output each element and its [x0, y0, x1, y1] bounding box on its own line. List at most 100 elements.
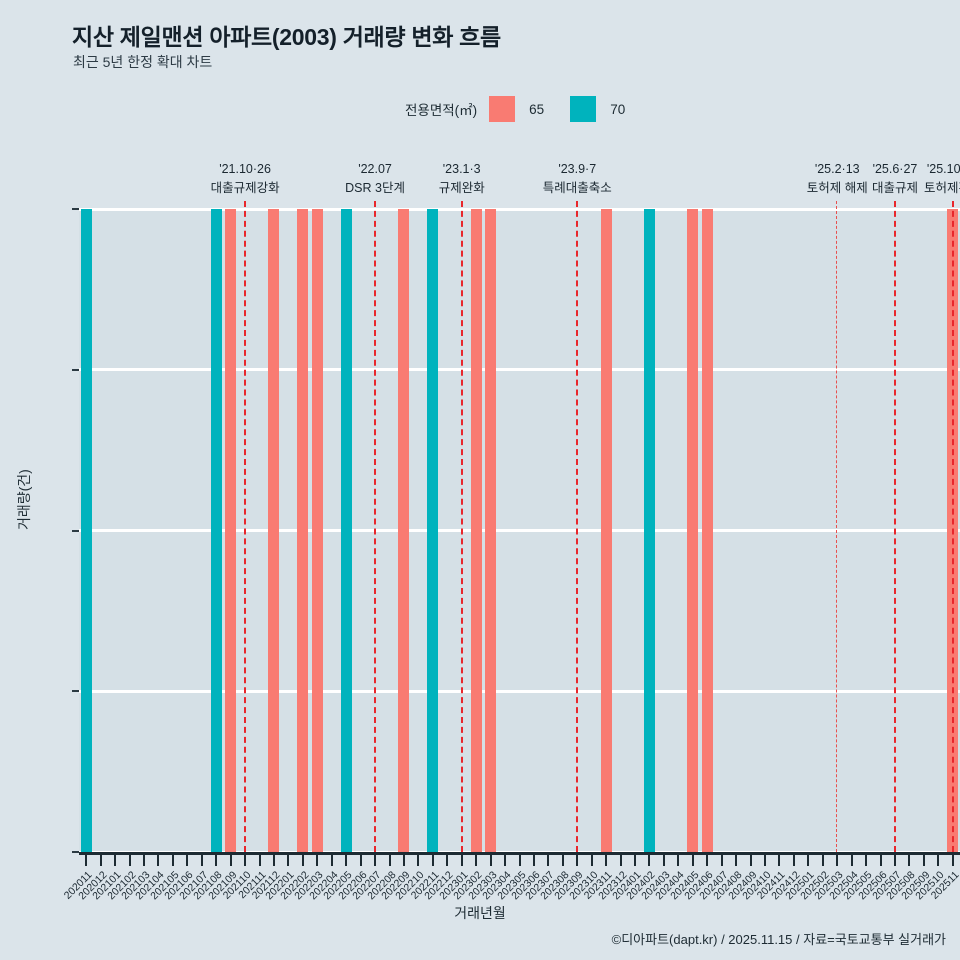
- x-axis-tick-mark: [879, 855, 882, 866]
- x-axis-tick-mark: [142, 855, 145, 866]
- event-date: '25.2·13: [814, 162, 860, 176]
- x-axis-tick-mark: [850, 855, 853, 866]
- x-axis-tick-mark: [605, 855, 608, 866]
- bar-65-202112[interactable]: [268, 209, 280, 852]
- x-axis-tick-mark: [157, 855, 160, 866]
- x-axis-tick-mark: [908, 855, 911, 866]
- bar-70-202211[interactable]: [427, 209, 439, 852]
- x-axis-tick-mark: [99, 855, 102, 866]
- event-line-6: [951, 201, 954, 852]
- x-axis-tick-mark: [634, 855, 637, 866]
- event-date: '22.07: [358, 162, 392, 176]
- x-axis-line: [79, 852, 960, 855]
- x-axis-tick-mark: [359, 855, 362, 866]
- event-text: 토허제확대: [924, 181, 960, 196]
- x-axis-tick-mark: [504, 855, 507, 866]
- y-axis-tick-mark: [72, 690, 79, 693]
- x-axis-tick-mark: [792, 855, 795, 866]
- x-axis-tick-mark: [330, 855, 333, 866]
- bar-65-202109[interactable]: [225, 209, 237, 852]
- event-line-4: [836, 201, 838, 852]
- x-axis-tick-mark: [865, 855, 868, 866]
- event-annotation-2: '23.1·3 규제완화: [392, 160, 532, 199]
- x-axis-tick-mark: [388, 855, 391, 866]
- event-date: '21.10·26: [219, 162, 271, 176]
- x-axis-tick-mark: [720, 855, 723, 866]
- x-axis-tick-mark: [402, 855, 405, 866]
- gridline: [79, 207, 960, 211]
- x-axis-tick-mark: [951, 855, 954, 866]
- bar-65-202209[interactable]: [398, 209, 410, 852]
- x-axis-tick-mark: [677, 855, 680, 866]
- bar-70-202402[interactable]: [643, 209, 655, 852]
- x-axis-tick-mark: [85, 855, 88, 866]
- event-date: '25.10·15: [926, 162, 960, 176]
- x-axis-tick-mark: [186, 855, 189, 866]
- x-axis-tick-mark: [619, 855, 622, 866]
- bar-65-202302[interactable]: [470, 209, 482, 852]
- x-axis-tick-mark: [114, 855, 117, 866]
- x-axis-tick-mark: [807, 855, 810, 866]
- x-axis-tick-mark: [489, 855, 492, 866]
- event-annotation-4: '25.2·13 토허제 해제: [767, 160, 907, 199]
- x-axis-tick-mark: [662, 855, 665, 866]
- x-axis-tick-mark: [561, 855, 564, 866]
- x-axis-tick-mark: [764, 855, 767, 866]
- x-axis-tick-mark: [446, 855, 449, 866]
- event-text: DSR 3단계: [345, 181, 405, 196]
- event-line-3: [576, 201, 579, 852]
- bar-65-202202[interactable]: [297, 209, 309, 852]
- bar-65-202311[interactable]: [600, 209, 612, 852]
- bar-65-202405[interactable]: [687, 209, 699, 852]
- x-axis-tick-mark: [475, 855, 478, 866]
- x-axis-tick-mark: [345, 855, 348, 866]
- x-axis-tick-mark: [749, 855, 752, 866]
- legend-label-70: 70: [610, 101, 626, 117]
- x-axis-tick-mark: [735, 855, 738, 866]
- event-annotation-0: '21.10·26 대출규제강화: [175, 160, 315, 199]
- event-date: '23.9·7: [558, 162, 597, 176]
- bar-65-202303[interactable]: [485, 209, 497, 852]
- legend-swatch-70[interactable]: [570, 96, 597, 122]
- x-axis-tick-mark: [706, 855, 709, 866]
- x-axis-tick-mark: [547, 855, 550, 866]
- x-axis-tick-mark: [128, 855, 131, 866]
- x-axis-tick-mark: [272, 855, 275, 866]
- x-axis-title: 거래년월: [454, 905, 506, 921]
- bar-70-202205[interactable]: [340, 209, 352, 852]
- bar-65-202406[interactable]: [701, 209, 713, 852]
- y-axis-title: 거래량(건): [16, 469, 32, 530]
- event-date: '25.6·27: [872, 162, 918, 176]
- bar-70-202011[interactable]: [80, 209, 92, 852]
- legend-label-65: 65: [529, 101, 545, 117]
- event-line-1: [374, 201, 377, 852]
- x-axis-tick-mark: [316, 855, 319, 866]
- event-line-2: [460, 201, 463, 852]
- plot-area: [79, 201, 960, 854]
- event-annotation-5: '25.6·27 대출규제: [825, 160, 960, 199]
- x-axis-tick-mark: [215, 855, 218, 866]
- x-axis-tick-mark: [778, 855, 781, 866]
- x-axis-tick-mark: [590, 855, 593, 866]
- event-text: 대출규제강화: [210, 181, 280, 196]
- x-axis-tick-mark: [301, 855, 304, 866]
- event-line-5: [894, 201, 896, 852]
- page-subtitle: 최근 5년 한정 확대 차트: [73, 54, 213, 70]
- x-axis-tick-mark: [460, 855, 463, 866]
- gridline: [79, 368, 960, 372]
- x-axis-tick-mark: [894, 855, 896, 866]
- gridline: [79, 689, 960, 693]
- legend-title: 전용면적(㎡): [405, 103, 478, 118]
- x-axis-tick-mark: [287, 855, 290, 866]
- x-axis-tick-mark: [937, 855, 940, 866]
- x-axis-tick-mark: [258, 855, 261, 866]
- bar-70-202108[interactable]: [210, 209, 222, 852]
- x-axis-tick-mark: [576, 855, 579, 866]
- footer-credit: ©디아파트(dapt.kr) / 2025.11.15 / 자료=국토교통부 실…: [611, 932, 946, 947]
- bar-65-202203[interactable]: [311, 209, 323, 852]
- y-axis-tick-mark: [72, 368, 79, 371]
- legend-swatch-65[interactable]: [489, 96, 516, 122]
- y-axis-tick-mark: [72, 851, 79, 853]
- event-date: '23.1·3: [442, 162, 481, 176]
- x-axis-tick-mark: [200, 855, 203, 866]
